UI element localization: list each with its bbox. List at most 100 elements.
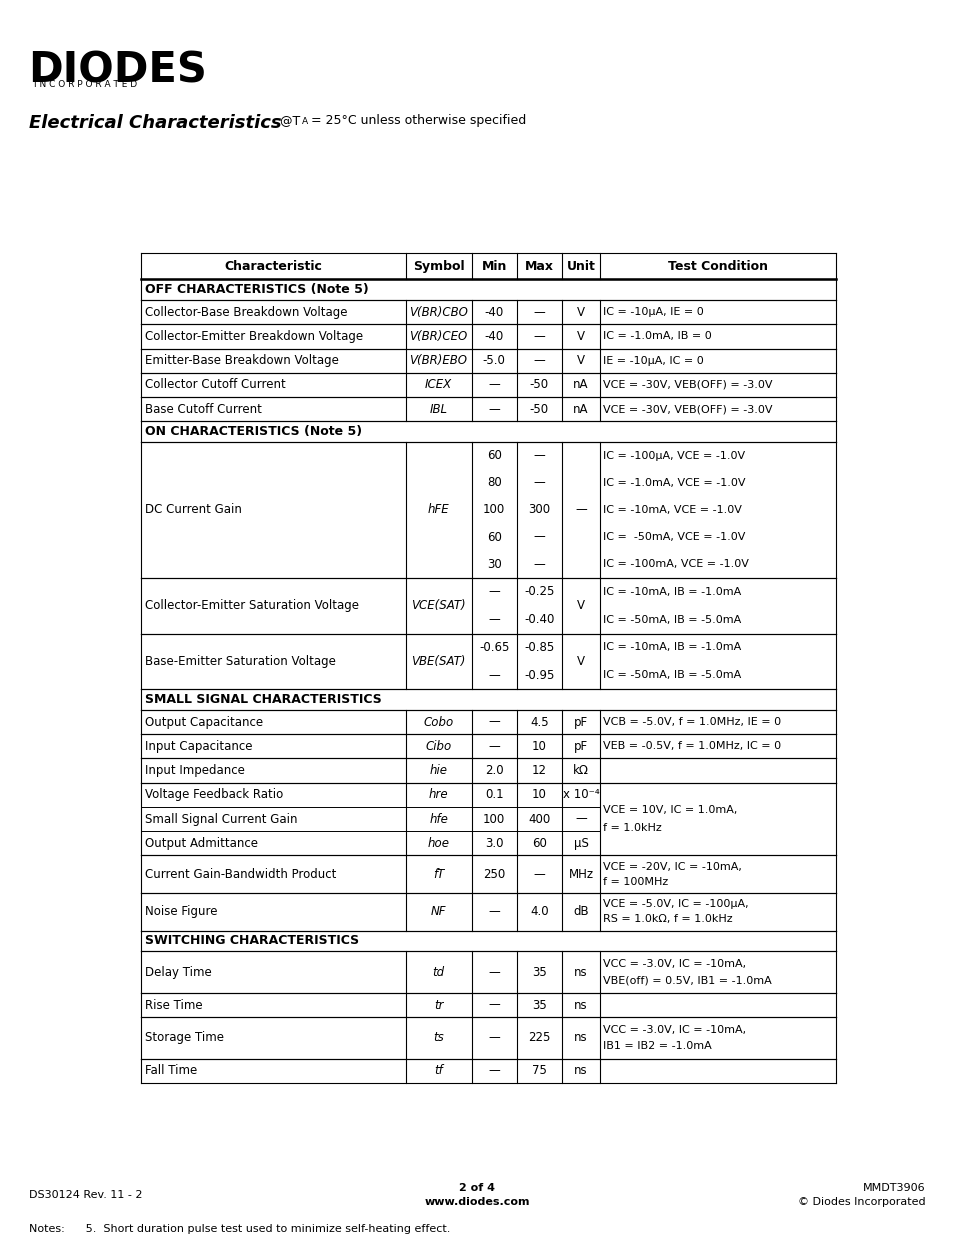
Text: Input Capacitance: Input Capacitance xyxy=(145,740,253,753)
Text: IB1 = IB2 = -1.0mA: IB1 = IB2 = -1.0mA xyxy=(602,1041,711,1051)
Text: hFE: hFE xyxy=(427,504,449,516)
Text: VBE(off) = 0.5V, IB1 = -1.0mA: VBE(off) = 0.5V, IB1 = -1.0mA xyxy=(602,976,771,986)
Text: DC Current Gain: DC Current Gain xyxy=(145,504,242,516)
Text: © Diodes Incorporated: © Diodes Incorporated xyxy=(797,1197,924,1207)
Text: 10: 10 xyxy=(532,788,546,802)
Text: NF: NF xyxy=(431,905,446,919)
Text: —: — xyxy=(488,669,499,682)
Text: f = 100MHz: f = 100MHz xyxy=(602,877,668,887)
Text: 100: 100 xyxy=(482,813,505,825)
Text: OFF CHARACTERISTICS (Note 5): OFF CHARACTERISTICS (Note 5) xyxy=(145,283,369,296)
Text: V: V xyxy=(577,655,584,668)
Text: —: — xyxy=(488,740,499,753)
Text: 12: 12 xyxy=(531,764,546,777)
Text: SWITCHING CHARACTERISTICS: SWITCHING CHARACTERISTICS xyxy=(145,935,359,947)
Text: ON CHARACTERISTICS (Note 5): ON CHARACTERISTICS (Note 5) xyxy=(145,425,362,438)
Text: —: — xyxy=(533,306,544,319)
Text: -40: -40 xyxy=(484,330,503,343)
Text: —: — xyxy=(488,1065,499,1077)
Text: IC = -100μA, VCE = -1.0V: IC = -100μA, VCE = -1.0V xyxy=(602,451,744,461)
Text: —: — xyxy=(488,715,499,729)
Text: Max: Max xyxy=(524,259,554,273)
Text: 75: 75 xyxy=(532,1065,546,1077)
Text: —: — xyxy=(488,585,499,598)
Text: V: V xyxy=(577,330,584,343)
Text: —: — xyxy=(533,868,544,881)
Text: —: — xyxy=(533,330,544,343)
Text: VCE = -30V, VEB(OFF) = -3.0V: VCE = -30V, VEB(OFF) = -3.0V xyxy=(602,404,772,414)
Text: VCC = -3.0V, IC = -10mA,: VCC = -3.0V, IC = -10mA, xyxy=(602,1025,745,1035)
Text: —: — xyxy=(488,1031,499,1045)
Text: —: — xyxy=(533,477,544,489)
Text: 4.5: 4.5 xyxy=(530,715,548,729)
Text: f = 1.0kHz: f = 1.0kHz xyxy=(602,824,661,834)
Text: MHz: MHz xyxy=(568,868,593,881)
Text: Cibo: Cibo xyxy=(425,740,451,753)
Text: ns: ns xyxy=(574,1031,587,1045)
Text: x 10⁻⁴: x 10⁻⁴ xyxy=(562,788,598,802)
Text: Voltage Feedback Ratio: Voltage Feedback Ratio xyxy=(145,788,283,802)
Text: tr: tr xyxy=(434,999,443,1011)
Text: —: — xyxy=(575,813,586,825)
Text: 400: 400 xyxy=(528,813,550,825)
Text: 10: 10 xyxy=(532,740,546,753)
Text: hfe: hfe xyxy=(429,813,448,825)
Text: @T: @T xyxy=(272,114,300,127)
Text: Rise Time: Rise Time xyxy=(145,999,203,1011)
Text: 300: 300 xyxy=(528,504,550,516)
Text: Collector-Emitter Saturation Voltage: Collector-Emitter Saturation Voltage xyxy=(145,599,358,613)
Text: Collector Cutoff Current: Collector Cutoff Current xyxy=(145,378,286,391)
Text: RS = 1.0kΩ, f = 1.0kHz: RS = 1.0kΩ, f = 1.0kHz xyxy=(602,914,732,924)
Text: www.diodes.com: www.diodes.com xyxy=(424,1197,529,1207)
Text: Cobo: Cobo xyxy=(423,715,454,729)
Text: ns: ns xyxy=(574,1065,587,1077)
Text: Test Condition: Test Condition xyxy=(667,259,767,273)
Text: IC = -10mA, IB = -1.0mA: IC = -10mA, IB = -1.0mA xyxy=(602,642,740,652)
Text: -40: -40 xyxy=(484,306,503,319)
Text: fT: fT xyxy=(433,868,444,881)
Text: DS30124 Rev. 11 - 2: DS30124 Rev. 11 - 2 xyxy=(29,1191,142,1200)
Text: Notes:      5.  Short duration pulse test used to minimize self-heating effect.: Notes: 5. Short duration pulse test used… xyxy=(29,1224,450,1234)
Text: IC = -10mA, VCE = -1.0V: IC = -10mA, VCE = -1.0V xyxy=(602,505,741,515)
Text: Current Gain-Bandwidth Product: Current Gain-Bandwidth Product xyxy=(145,868,336,881)
Text: IC = -10mA, IB = -1.0mA: IC = -10mA, IB = -1.0mA xyxy=(602,587,740,597)
Text: μS: μS xyxy=(573,837,588,850)
Text: hre: hre xyxy=(428,788,448,802)
Text: VCE = -30V, VEB(OFF) = -3.0V: VCE = -30V, VEB(OFF) = -3.0V xyxy=(602,380,772,390)
Text: —: — xyxy=(488,378,499,391)
Text: —: — xyxy=(488,966,499,978)
Text: —: — xyxy=(488,403,499,416)
Text: 100: 100 xyxy=(482,504,505,516)
Text: Electrical Characteristics: Electrical Characteristics xyxy=(29,114,281,132)
Text: V: V xyxy=(577,599,584,613)
Text: Input Impedance: Input Impedance xyxy=(145,764,245,777)
Text: 225: 225 xyxy=(528,1031,550,1045)
Text: IE = -10μA, IC = 0: IE = -10μA, IC = 0 xyxy=(602,356,703,366)
Text: Min: Min xyxy=(481,259,506,273)
Text: Collector-Emitter Breakdown Voltage: Collector-Emitter Breakdown Voltage xyxy=(145,330,363,343)
Text: = 25°C unless otherwise specified: = 25°C unless otherwise specified xyxy=(307,114,526,127)
Text: ns: ns xyxy=(574,966,587,978)
Text: -0.40: -0.40 xyxy=(523,613,554,626)
Text: 60: 60 xyxy=(532,837,546,850)
Text: VCC = -3.0V, IC = -10mA,: VCC = -3.0V, IC = -10mA, xyxy=(602,958,745,968)
Text: VCE = -20V, IC = -10mA,: VCE = -20V, IC = -10mA, xyxy=(602,862,741,872)
Text: hie: hie xyxy=(429,764,447,777)
Text: —: — xyxy=(533,558,544,571)
Text: IBL: IBL xyxy=(429,403,447,416)
Text: V(BR)EBO: V(BR)EBO xyxy=(409,354,467,367)
Text: -50: -50 xyxy=(529,378,548,391)
Text: ts: ts xyxy=(433,1031,443,1045)
Text: -50: -50 xyxy=(529,403,548,416)
Text: 4.0: 4.0 xyxy=(530,905,548,919)
Text: pF: pF xyxy=(574,740,587,753)
Text: Characteristic: Characteristic xyxy=(224,259,322,273)
Text: IC = -1.0mA, IB = 0: IC = -1.0mA, IB = 0 xyxy=(602,331,711,341)
Text: —: — xyxy=(533,531,544,543)
Text: -0.25: -0.25 xyxy=(523,585,554,598)
Text: 60: 60 xyxy=(486,531,501,543)
Text: VCB = -5.0V, f = 1.0MHz, IE = 0: VCB = -5.0V, f = 1.0MHz, IE = 0 xyxy=(602,718,781,727)
Text: —: — xyxy=(533,450,544,462)
Text: IC = -50mA, IB = -5.0mA: IC = -50mA, IB = -5.0mA xyxy=(602,615,740,625)
Text: IC =  -50mA, VCE = -1.0V: IC = -50mA, VCE = -1.0V xyxy=(602,532,744,542)
